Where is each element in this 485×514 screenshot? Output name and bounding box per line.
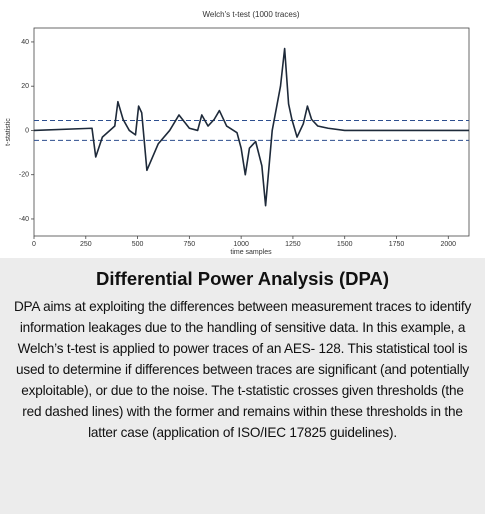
plot-frame	[33, 27, 470, 237]
y-tick-label: -40	[19, 216, 29, 223]
x-tick-label: 1750	[389, 241, 405, 248]
trace-line	[33, 47, 469, 207]
caption-body: DPA aims at exploiting the differences b…	[13, 299, 472, 440]
x-tick-label: 1000	[233, 241, 249, 248]
y-tick-label: -20	[19, 172, 29, 179]
caption: Differential Power Analysis (DPA) DPA ai…	[0, 258, 485, 514]
x-tick-label: 500	[132, 241, 144, 248]
x-tick-label: 0	[32, 241, 36, 248]
chart: Welch's t-test (1000 traces) time sample…	[5, 10, 470, 256]
x-axis-label: time samples	[230, 249, 272, 256]
y-tick-label: 20	[21, 83, 29, 90]
chart-title: Welch's t-test (1000 traces)	[203, 10, 300, 19]
caption-heading: Differential Power Analysis (DPA)	[96, 268, 389, 289]
x-tick-label: 2000	[440, 241, 456, 248]
y-tick-label: 0	[25, 127, 29, 134]
x-tick-label: 250	[80, 241, 92, 248]
y-axis-label: t-statistic	[5, 118, 12, 146]
x-tick-label: 750	[184, 241, 196, 248]
y-tick-label: 40	[21, 39, 29, 46]
x-tick-label: 1500	[337, 241, 353, 248]
x-tick-label: 1250	[285, 241, 301, 248]
